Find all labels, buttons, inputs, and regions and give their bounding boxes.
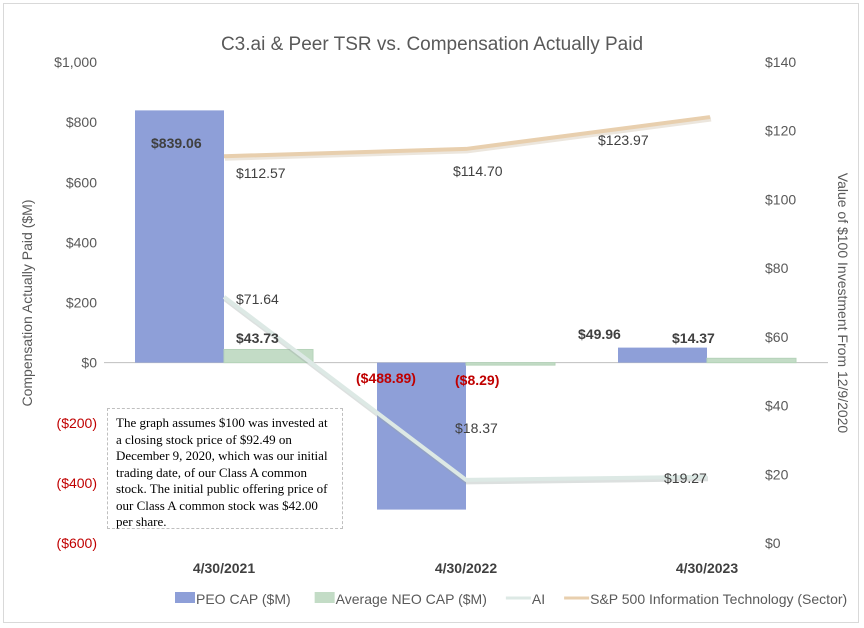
legend-item: Average NEO CAP ($M) (336, 591, 487, 607)
y-tick-label: $200 (66, 295, 97, 311)
peo-data-label: ($488.89) (356, 370, 416, 386)
peo-data-label: $49.96 (578, 326, 621, 342)
legend-swatch (314, 592, 335, 603)
y-tick-label: $800 (66, 114, 97, 130)
y-tick-label: $1,000 (54, 54, 97, 70)
y2-tick-label: $60 (765, 329, 789, 345)
peo-bar (618, 347, 707, 363)
y2-tick-label: $100 (765, 191, 796, 207)
x-tick-label: 4/30/2023 (676, 560, 738, 576)
ai-data-label: $19.27 (664, 470, 707, 486)
y-axis-label: Compensation Actually Paid ($M) (19, 200, 35, 407)
y-tick-label: ($400) (57, 475, 97, 491)
y-tick-label: $400 (66, 234, 97, 250)
y2-tick-label: $120 (765, 123, 796, 139)
x-tick-label: 4/30/2022 (435, 560, 497, 576)
peo-data-label: $839.06 (151, 135, 202, 151)
neo-bar (223, 348, 314, 364)
y2-tick-label: $40 (765, 398, 789, 414)
legend-item: S&P 500 Information Technology (Sector) (590, 591, 847, 607)
y2-tick-label: $80 (765, 260, 789, 276)
chart-title: C3.ai & Peer TSR vs. Compensation Actual… (221, 34, 643, 55)
sp500-data-label: $123.97 (598, 132, 649, 148)
legend-item: PEO CAP ($M) (196, 591, 291, 607)
neo-data-label: $14.37 (672, 330, 715, 346)
y2-tick-label: $0 (765, 535, 781, 551)
sp500-line (223, 115, 711, 159)
legend-item: AI (532, 591, 545, 607)
y-tick-label: ($600) (57, 535, 97, 551)
line-shadow (224, 116, 712, 161)
y2-tick-label: $20 (765, 466, 789, 482)
neo-data-label: $43.73 (236, 330, 279, 346)
peo-bar (135, 110, 224, 363)
legend-swatch (175, 592, 195, 603)
ai-data-label: $18.37 (455, 420, 498, 436)
ai-data-label: $71.64 (236, 291, 279, 307)
y-tick-label: ($200) (57, 415, 97, 431)
y2-axis-label: Value of $100 Investment From 12/9/2020 (835, 173, 851, 434)
sp500-data-label: $114.70 (453, 163, 503, 179)
chart-frame (3, 3, 859, 623)
y-tick-label: $0 (81, 355, 97, 371)
y-tick-label: $600 (66, 174, 97, 190)
neo-bar (465, 362, 556, 366)
x-tick-label: 4/30/2021 (193, 560, 255, 576)
neo-bar (706, 357, 797, 364)
peo-bar (377, 362, 466, 510)
ai-line (222, 295, 708, 482)
sp500-data-label: $112.57 (236, 165, 286, 181)
annotation-note: The graph assumes $100 was invested at a… (107, 408, 343, 529)
y2-tick-label: $140 (765, 54, 796, 70)
neo-data-label: ($8.29) (455, 372, 499, 388)
